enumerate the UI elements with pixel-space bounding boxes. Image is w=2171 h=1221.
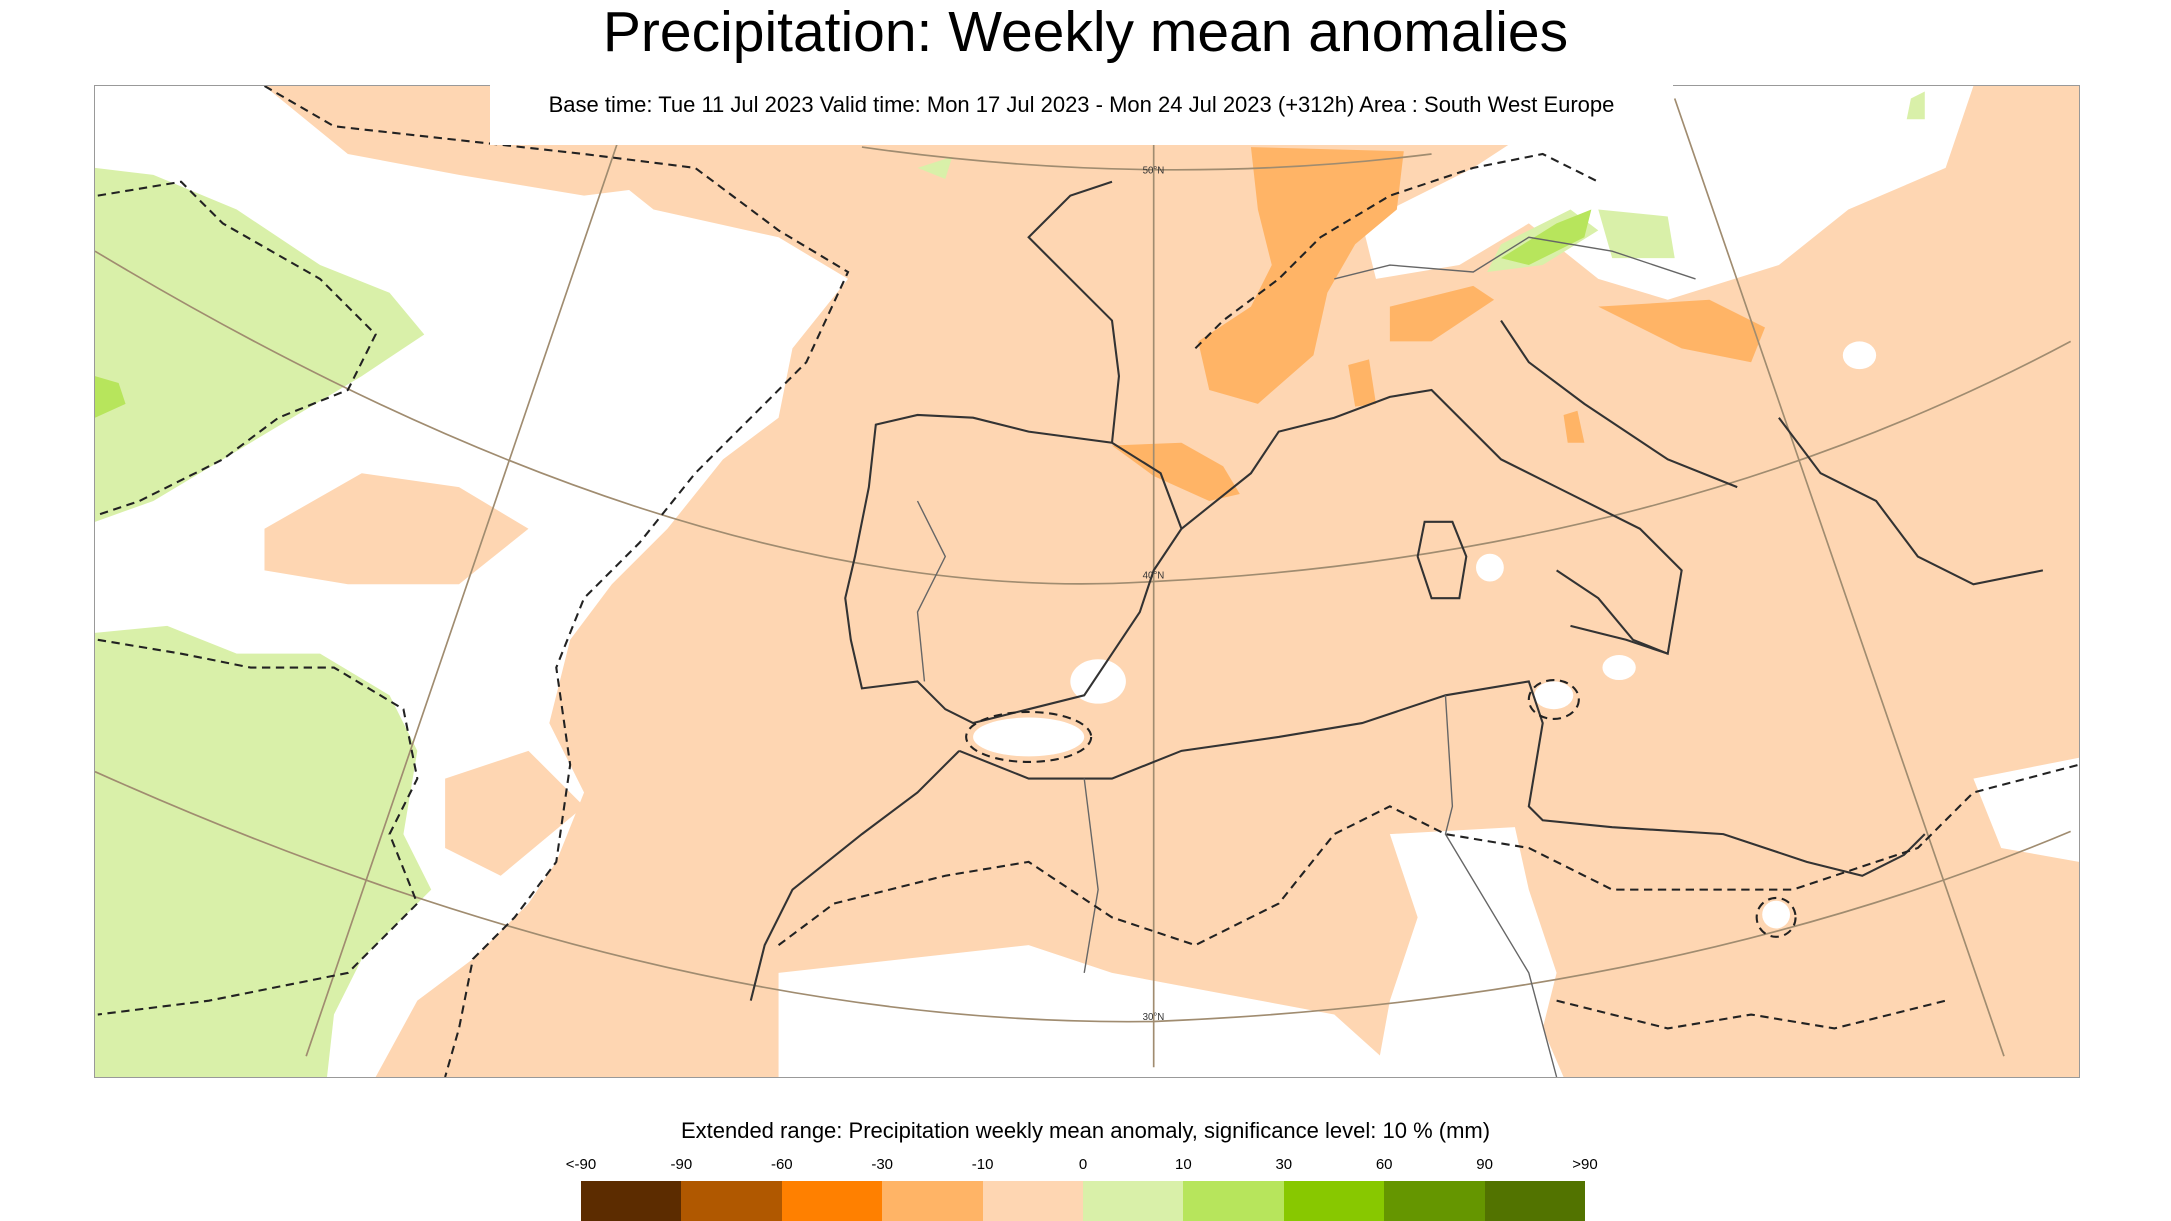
legend-colorbar [581, 1181, 1586, 1221]
legend-label: -30 [871, 1156, 894, 1173]
legend-title: Extended range: Precipitation weekly mea… [680, 1118, 1491, 1143]
map-canvas: 50°N 40°N 30°N [94, 85, 2080, 1078]
legend-swatch [681, 1181, 782, 1221]
map-title: Precipitation: Weekly mean anomalies [602, 0, 1569, 64]
legend-swatch [1083, 1181, 1184, 1221]
legend-swatch [1283, 1181, 1385, 1221]
lat-label-30n: 30°N [1143, 1012, 1165, 1023]
legend-swatch [1484, 1181, 1586, 1221]
legend-label: -60 [770, 1156, 793, 1173]
legend-swatch [781, 1181, 883, 1221]
lat-label-50n: 50°N [1143, 165, 1165, 176]
dry-areas [1112, 147, 1766, 501]
legend-label: 60 [1375, 1156, 1393, 1173]
legend-label: -90 [670, 1156, 693, 1173]
map-subtitle: Base time: Tue 11 Jul 2023 Valid time: M… [548, 92, 1615, 117]
borders [916, 236, 1696, 1078]
coastlines [749, 180, 2044, 1001]
legend-swatch [1384, 1181, 1485, 1221]
significance-contours [97, 85, 2080, 1078]
legend-swatch [1183, 1181, 1284, 1221]
lat-label-40n: 40°N [1143, 571, 1165, 582]
legend-label: 0 [1078, 1156, 1088, 1173]
legend-label: 30 [1275, 1156, 1293, 1173]
legend-swatch [581, 1181, 682, 1221]
legend-label: -10 [971, 1156, 994, 1173]
graticule [94, 85, 2072, 1068]
legend-labels: <-90 -90 -60 -30 -10 0 10 30 60 90 >90 [566, 1156, 1598, 1176]
subtitle-box [490, 85, 1673, 145]
legend-label: <-90 [565, 1156, 597, 1173]
legend-label: 90 [1476, 1156, 1493, 1173]
legend-swatch [982, 1181, 1084, 1221]
precipitation-anomaly-map: 50°N 40°N 30°N [94, 85, 2080, 1078]
legend-swatch [882, 1181, 983, 1221]
legend-label: 10 [1175, 1156, 1192, 1173]
moderate-wet-areas [95, 209, 1592, 418]
legend-label: >90 [1572, 1156, 1598, 1173]
